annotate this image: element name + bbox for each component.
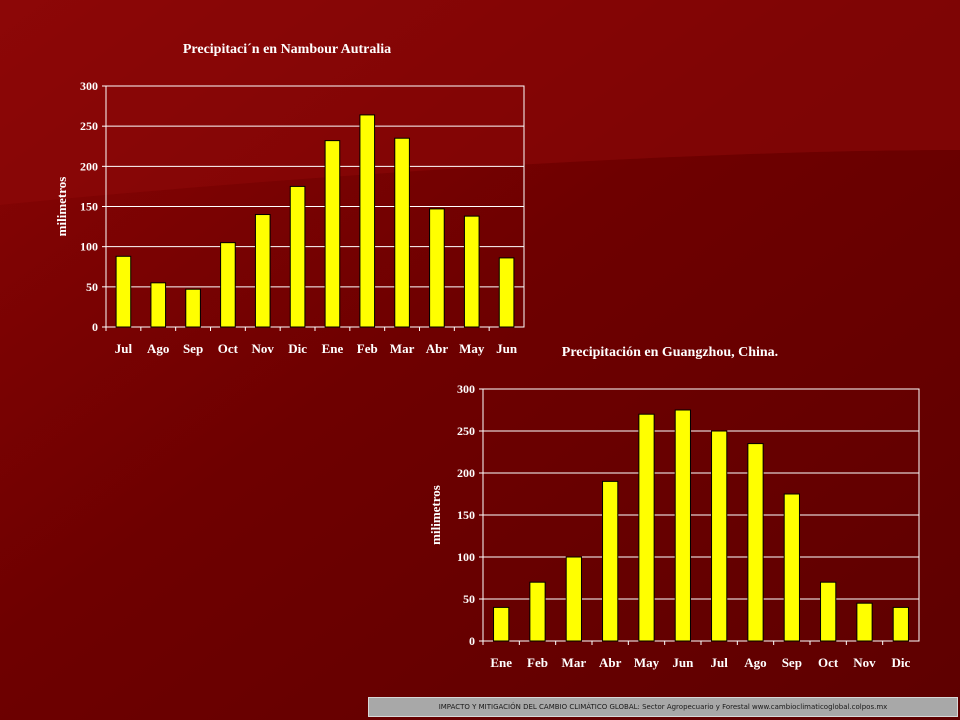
bar-abr [602,480,619,642]
y-tick-label: 50 [86,280,98,294]
category-label: Jun [672,655,694,670]
y-tick-label: 100 [80,240,98,254]
category-label: Feb [357,341,378,356]
bar-dic [289,185,306,328]
bar-oct [820,581,837,642]
category-label: Oct [818,655,839,670]
bar-sep [185,288,201,328]
bar-nov [254,214,271,328]
bar-mar [565,556,582,642]
y-tick-label: 200 [457,466,475,480]
bar-may [463,215,480,328]
category-label: Ago [147,341,169,356]
bar-oct [220,242,236,328]
bar-jun [674,409,691,642]
category-label: May [459,341,485,356]
category-label: Dic [288,341,307,356]
category-label: Ene [490,655,512,670]
bar-ago [150,282,167,328]
bar-ene [324,140,341,328]
y-tick-label: 250 [80,119,98,133]
y-tick-label: 250 [457,424,475,438]
bar-jul [711,430,728,642]
category-label: Jul [710,655,728,670]
y-tick-label: 0 [92,320,98,334]
y-tick-label: 50 [463,592,475,606]
y-axis-title: milimetros [428,485,443,545]
category-label: Sep [183,341,203,356]
y-axis-title: milimetros [54,177,69,237]
footer-text: IMPACTO Y MITIGACIÓN DEL CAMBIO CLIMÁTIC… [438,703,888,711]
category-label: Sep [782,655,802,670]
category-label: Mar [562,655,587,670]
y-tick-label: 0 [469,634,475,648]
category-label: Jul [115,341,133,356]
category-label: Jun [496,341,518,356]
category-label: Oct [218,341,239,356]
chart-title: Precipitación en Guangzhou, China. [562,345,778,360]
y-tick-label: 100 [457,550,475,564]
category-label: Feb [527,655,548,670]
y-tick-label: 150 [457,508,475,522]
category-label: Abr [426,341,449,356]
y-tick-label: 200 [80,159,98,173]
bar-may [638,413,655,642]
bar-nov [856,602,873,642]
bar-jul [115,255,132,328]
bar-feb [529,581,546,642]
category-label: May [634,655,660,670]
bar-mar [394,137,410,328]
bar-jun [498,257,515,328]
category-label: Dic [891,655,910,670]
category-label: Mar [390,341,415,356]
bar-ago [747,443,764,642]
footer-bar: IMPACTO Y MITIGACIÓN DEL CAMBIO CLIMÁTIC… [368,697,958,717]
category-label: Abr [599,655,622,670]
category-label: Ago [744,655,766,670]
bar-sep [783,493,800,642]
category-label: Ene [322,341,344,356]
y-tick-label: 300 [80,79,98,93]
category-label: Nov [252,341,275,356]
bar-feb [359,114,376,328]
y-tick-label: 300 [457,382,475,396]
bar-dic [892,606,909,642]
y-tick-label: 150 [80,200,98,214]
bar-ene [493,606,510,642]
category-label: Nov [853,655,876,670]
background-swoosh [0,0,960,205]
chart-title: Precipitaci´n en Nambour Autralia [183,42,391,57]
bar-abr [429,208,445,328]
